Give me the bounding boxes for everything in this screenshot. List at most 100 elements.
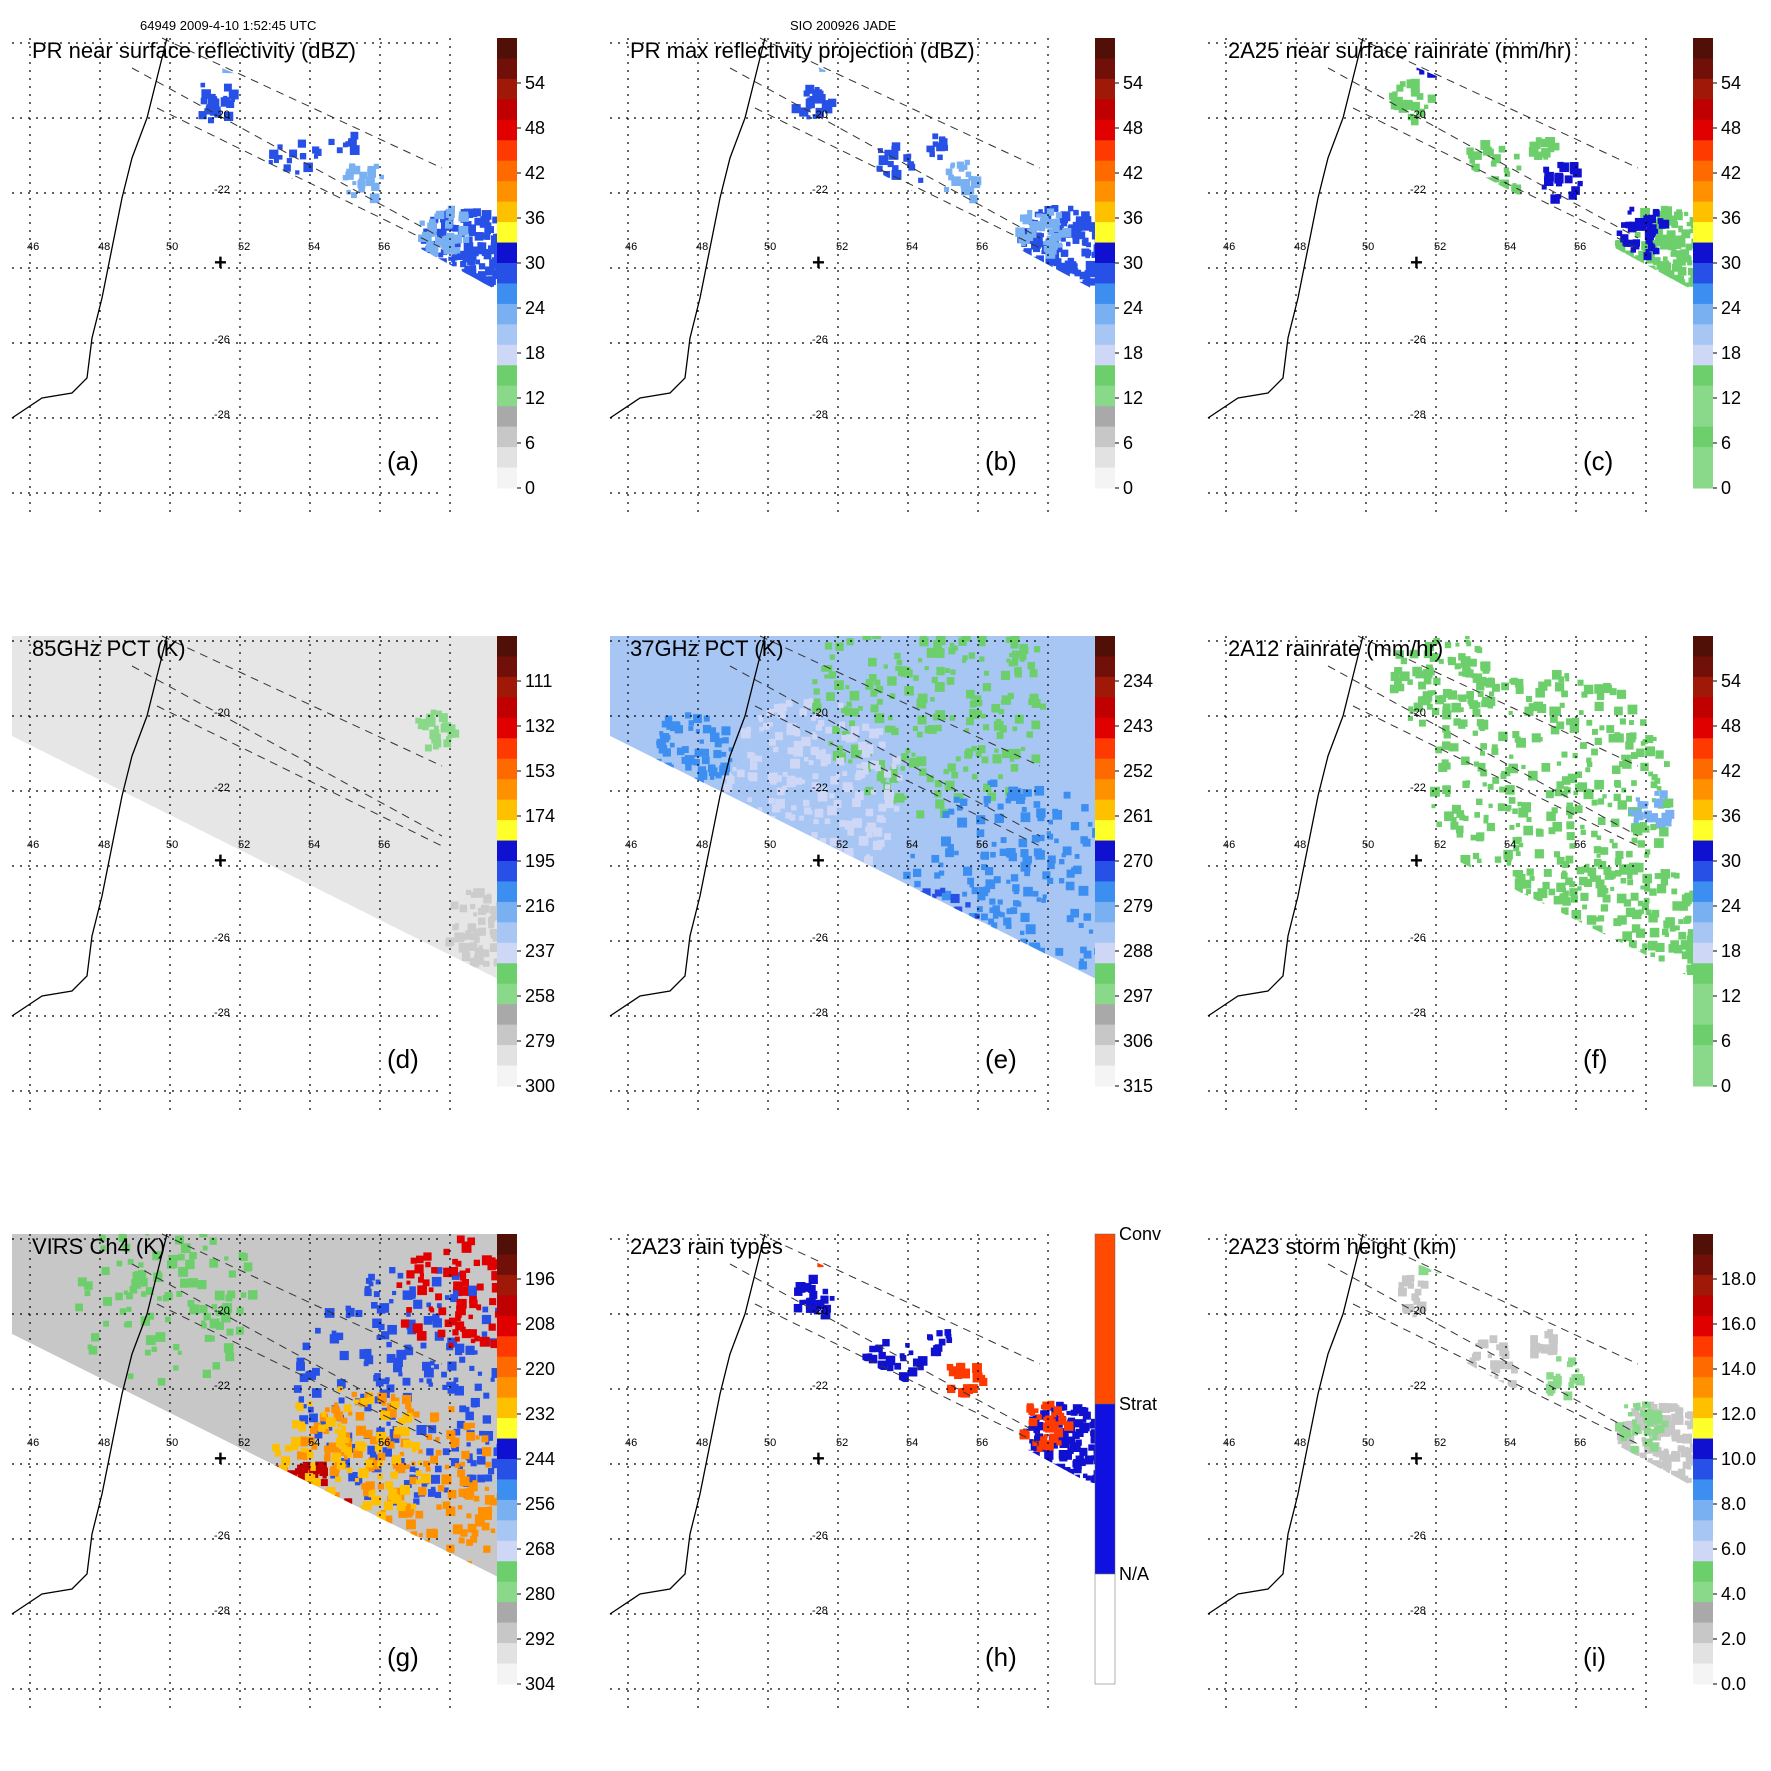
field-cell: [272, 1487, 281, 1496]
field-cell: [456, 1235, 465, 1244]
field-cell: [291, 1420, 301, 1429]
field-cell: [285, 917, 294, 926]
field-cell: [1625, 1469, 1636, 1480]
field-cell: [709, 727, 717, 734]
field-cell: [941, 890, 952, 901]
field-cell: [459, 1270, 467, 1278]
lat-tick-label: -22: [812, 184, 828, 196]
field-cell: [220, 97, 231, 107]
field-cell: [1662, 1458, 1672, 1468]
field-cell: [1487, 1353, 1492, 1359]
field-cell: [816, 91, 822, 98]
field-cell: [465, 930, 471, 936]
field-cell: [436, 1584, 443, 1591]
swath-edge: [754, 1303, 1041, 1445]
field-cell: [199, 1234, 208, 1238]
field-cell: [836, 745, 844, 752]
field-cell: [1396, 683, 1405, 692]
field-cell: [1447, 690, 1458, 700]
field-cell: [373, 1291, 380, 1298]
field-cell: [492, 216, 500, 224]
field-cell: [340, 1445, 348, 1453]
field-cell: [433, 1364, 439, 1370]
field-cell: [1051, 269, 1061, 278]
swath-edge: [759, 37, 1041, 169]
colorbar-tick: 54: [1123, 73, 1143, 93]
field-cell: [421, 255, 431, 264]
field-cell: [394, 1426, 402, 1435]
colorbar-tick: 111: [525, 671, 552, 691]
colorbar-segment: [1095, 840, 1115, 862]
field-cell: [924, 982, 932, 990]
field-cell: [1055, 1469, 1060, 1474]
lon-tick-label: 50: [764, 839, 776, 851]
field-cell: [953, 929, 959, 935]
field-cell: [1664, 932, 1670, 938]
field-cell: [458, 225, 469, 236]
field-cell: [1520, 812, 1526, 818]
field-cell: [1023, 1470, 1034, 1480]
field-cell: [1686, 221, 1692, 227]
field-cell: [1402, 1275, 1408, 1281]
field-cell: [1639, 1452, 1646, 1459]
field-cell: [1489, 1335, 1498, 1344]
field-cell: [755, 755, 762, 762]
field-cell: [1418, 681, 1426, 690]
field-cell: [466, 1474, 474, 1482]
field-cell: [1622, 931, 1633, 942]
field-cell: [1033, 264, 1043, 274]
field-cell: [881, 196, 890, 205]
field-cell: [1569, 1377, 1575, 1383]
field-cell: [757, 715, 763, 720]
colorbar-segment: [1693, 1418, 1713, 1440]
field-cell: [1665, 917, 1675, 927]
field-cell: [934, 682, 945, 692]
field-cell: [844, 848, 854, 858]
field-cell: [202, 1369, 212, 1379]
field-cell: [464, 265, 471, 272]
field-cell: [439, 216, 447, 223]
colorbar-segment: [497, 717, 517, 739]
field-cell: [268, 1528, 276, 1536]
field-cell: [1407, 715, 1413, 721]
field-cell: [885, 784, 891, 790]
field-cell: [945, 782, 953, 789]
colorbar-segment: [1693, 283, 1713, 305]
field-cell: [821, 787, 828, 793]
field-cell: [1053, 258, 1062, 267]
field-cell: [1654, 777, 1661, 784]
field-cell: [1020, 746, 1026, 752]
field-cell: [295, 170, 300, 175]
field-cell: [263, 1467, 273, 1477]
colorbar-segment: [497, 840, 517, 862]
field-cell: [728, 758, 733, 763]
field-cell: [1023, 1449, 1031, 1457]
panel-title: 2A23 rain types: [630, 1234, 783, 1259]
colorbar-tick: 196: [525, 1269, 555, 1289]
field-cell: [1654, 838, 1664, 848]
field-cell: [1656, 1461, 1665, 1469]
lat-tick-label: -28: [1410, 1007, 1426, 1019]
colorbar-tick: 258: [525, 986, 555, 1006]
field-cell: [821, 749, 826, 754]
colorbar-tick: 24: [1721, 896, 1741, 916]
field-cell: [823, 1304, 832, 1313]
field-cell: [1003, 917, 1012, 926]
field-cell: [1067, 1436, 1076, 1444]
field-cell: [1033, 976, 1042, 981]
field-cell: [702, 724, 712, 734]
field-cell: [903, 871, 911, 880]
field-cell: [463, 242, 474, 252]
field-cell: [1030, 1457, 1037, 1464]
field-cell: [1395, 650, 1405, 659]
field-cell: [344, 1446, 352, 1455]
field-cell: [370, 1530, 380, 1540]
field-cell: [1603, 866, 1612, 875]
field-cell: [371, 1519, 379, 1527]
field-cell: [270, 1484, 279, 1494]
field-cell: [1010, 748, 1021, 759]
field-cell: [1033, 1408, 1039, 1414]
colorbar-segment: [497, 1295, 517, 1317]
field-cell: [1035, 850, 1045, 860]
field-cell: [908, 1367, 918, 1377]
